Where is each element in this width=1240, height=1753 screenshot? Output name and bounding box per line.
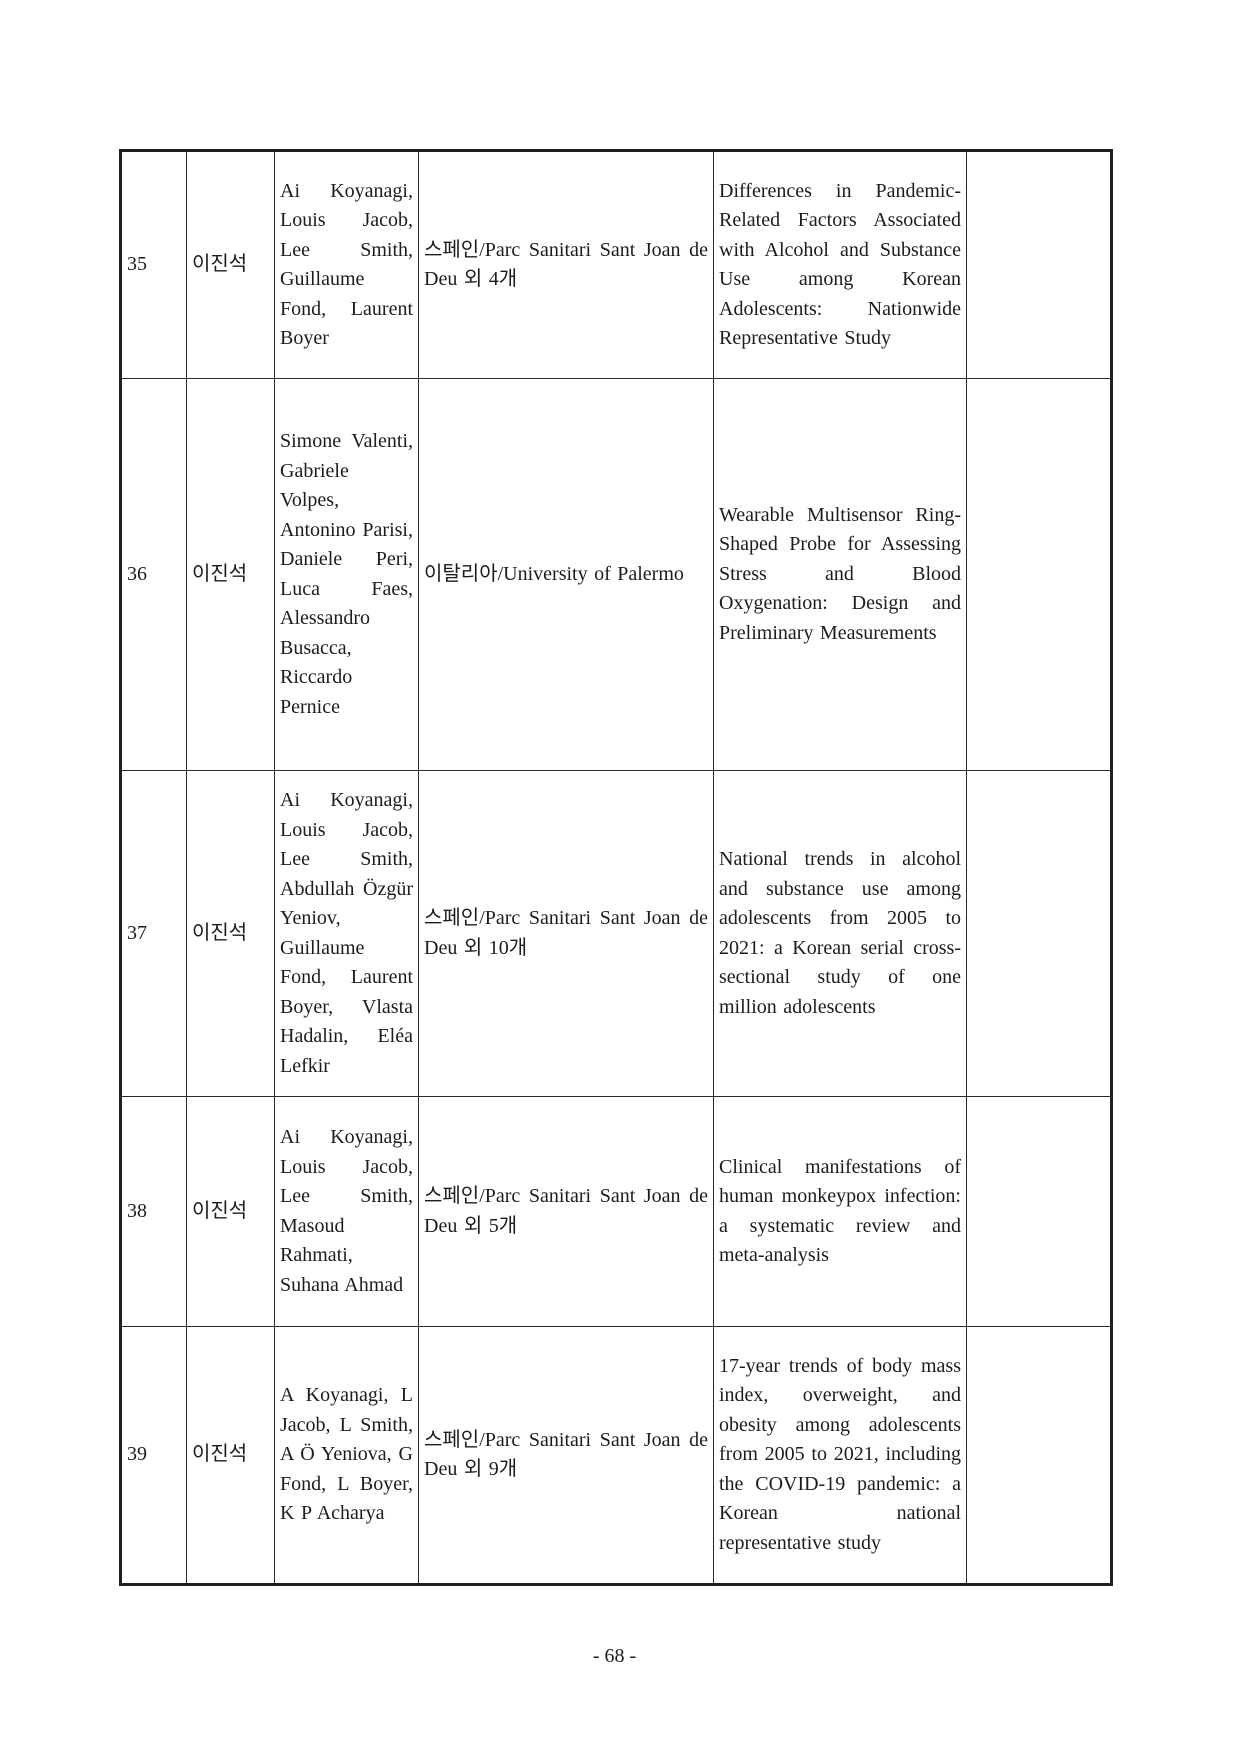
table-row: 36 이진석 Simone Valenti, Gabriele Volpes, An… <box>120 378 1112 771</box>
row-number-cell: 37 <box>120 770 187 1097</box>
member-name-cell: 이진석 <box>186 378 275 771</box>
authors-cell: Simone Valenti, Gabriele Volpes, Antonin… <box>274 378 419 771</box>
member-name-cell: 이진석 <box>186 150 275 379</box>
table-row: 38 이진석 Ai Koyanagi, Louis Jacob, Lee Smith… <box>120 1096 1112 1327</box>
paper-title-cell: Clinical manifestations of human monkeyp… <box>713 1096 967 1327</box>
table-row: 39 이진석 A Koyanagi, L Jacob, L Smith, A Ö Y… <box>120 1326 1112 1585</box>
member-name-cell: 이진석 <box>186 1096 275 1327</box>
row-number-cell: 39 <box>120 1326 187 1585</box>
table-body: 35 이진석 Ai Koyanagi, Louis Jacob, Lee Smith… <box>120 150 1112 1585</box>
affiliation-cell: 스페인/Parc Sanitari Sant Joan de Deu 외 9개 <box>418 1326 714 1585</box>
table-row: 35 이진석 Ai Koyanagi, Louis Jacob, Lee Smith… <box>120 150 1112 379</box>
affiliation-cell: 이탈리아/University of Palermo <box>418 378 714 771</box>
paper-title-cell: National trends in alcohol and substance… <box>713 770 967 1097</box>
authors-cell: Ai Koyanagi, Louis Jacob, Lee Smith, Gui… <box>274 150 419 379</box>
affiliation-cell: 스페인/Parc Sanitari Sant Joan de Deu 외 10개 <box>418 770 714 1097</box>
note-cell <box>966 150 1112 379</box>
member-name-cell: 이진석 <box>186 770 275 1097</box>
note-cell <box>966 378 1112 771</box>
row-number-cell: 36 <box>120 378 187 771</box>
row-number-cell: 38 <box>120 1096 187 1327</box>
note-cell <box>966 770 1112 1097</box>
affiliation-cell: 스페인/Parc Sanitari Sant Joan de Deu 외 4개 <box>418 150 714 379</box>
paper-title-cell: Wearable Multisensor Ring-Shaped Probe f… <box>713 378 967 771</box>
note-cell <box>966 1096 1112 1327</box>
page-number: - 68 - <box>592 1645 637 1667</box>
paper-title-cell: 17-year trends of body mass index, overw… <box>713 1326 967 1585</box>
member-name-cell: 이진석 <box>186 1326 275 1585</box>
publications-table: 35 이진석 Ai Koyanagi, Louis Jacob, Lee Smith… <box>119 149 1113 1586</box>
table-row: 37 이진석 Ai Koyanagi, Louis Jacob, Lee Smith… <box>120 770 1112 1097</box>
authors-cell: A Koyanagi, L Jacob, L Smith, A Ö Yeniov… <box>274 1326 419 1585</box>
row-number-cell: 35 <box>120 150 187 379</box>
authors-cell: Ai Koyanagi, Louis Jacob, Lee Smith, Mas… <box>274 1096 419 1327</box>
affiliation-cell: 스페인/Parc Sanitari Sant Joan de Deu 외 5개 <box>418 1096 714 1327</box>
authors-cell: Ai Koyanagi, Louis Jacob, Lee Smith, Abd… <box>274 770 419 1097</box>
paper-title-cell: Differences in Pandemic-Related Factors … <box>713 150 967 379</box>
note-cell <box>966 1326 1112 1585</box>
